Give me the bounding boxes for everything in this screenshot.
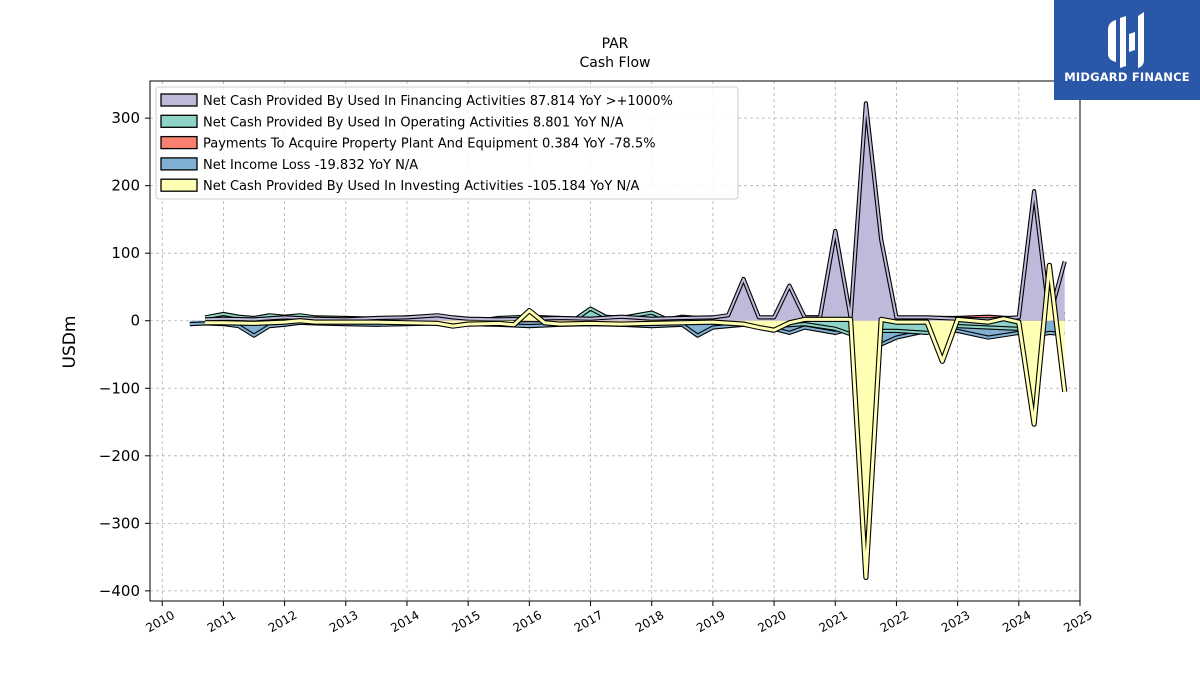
plot-frame <box>149 80 1081 602</box>
x-tick-label: 2018 <box>633 608 666 635</box>
series-line <box>205 102 1066 321</box>
y-axis-label: USDm <box>60 316 80 369</box>
x-tick-label: 2021 <box>817 608 850 635</box>
chart-title: PAR <box>602 36 629 52</box>
y-tick-label: 200 <box>111 177 140 195</box>
legend-label: Net Income Loss -19.832 YoY N/A <box>203 158 418 173</box>
x-tick-label: 2019 <box>694 608 727 635</box>
series-layer <box>189 101 1068 581</box>
legend: Net Cash Provided By Used In Financing A… <box>155 86 739 200</box>
legend-swatch <box>160 135 198 150</box>
logo-mark-icon <box>1108 12 1144 68</box>
legend-label: Net Cash Provided By Used In Financing A… <box>203 94 673 109</box>
x-tick-label: 2023 <box>939 608 972 635</box>
x-tick-label: 2012 <box>266 608 299 635</box>
legend-label: Net Cash Provided By Used In Investing A… <box>203 179 640 194</box>
x-tick-label: 2014 <box>388 608 421 635</box>
x-tick-label: 2024 <box>1000 608 1033 635</box>
x-tick-label: 2015 <box>449 608 482 635</box>
legend-box <box>155 86 739 200</box>
y-tick-label: −200 <box>99 447 140 465</box>
y-tick-label: 100 <box>111 244 140 262</box>
y-tick-label: −400 <box>99 582 140 600</box>
x-tick-label: 2010 <box>144 608 177 635</box>
x-tick-label: 2022 <box>878 608 911 635</box>
series-line-outline <box>205 262 1068 581</box>
midgard-finance-logo: MIDGARD FINANCE <box>1054 0 1200 100</box>
legend-swatch <box>160 178 198 192</box>
legend-swatch <box>160 114 198 128</box>
x-tick-label: 2025 <box>1061 608 1094 635</box>
logo-text: MIDGARD FINANCE <box>1064 70 1190 84</box>
legend-label: Net Cash Provided By Used In Operating A… <box>203 115 624 130</box>
chart-subtitle: Cash Flow <box>580 55 651 71</box>
series-area <box>205 265 1065 578</box>
x-tick-label: 2011 <box>205 608 238 635</box>
y-tick-label: 0 <box>130 312 140 330</box>
x-tick-label: 2016 <box>511 608 544 635</box>
legend-swatch <box>160 157 198 171</box>
x-tick-label: 2013 <box>327 608 360 635</box>
legend-label: Payments To Acquire Property Plant And E… <box>203 137 656 152</box>
y-tick-label: −300 <box>99 514 140 532</box>
y-tick-label: −100 <box>99 379 140 397</box>
x-tick-label: 2020 <box>755 608 788 635</box>
legend-swatch <box>160 93 198 107</box>
x-tick-label: 2017 <box>572 608 605 635</box>
series-line <box>205 263 1067 579</box>
y-tick-label: 300 <box>111 109 140 127</box>
